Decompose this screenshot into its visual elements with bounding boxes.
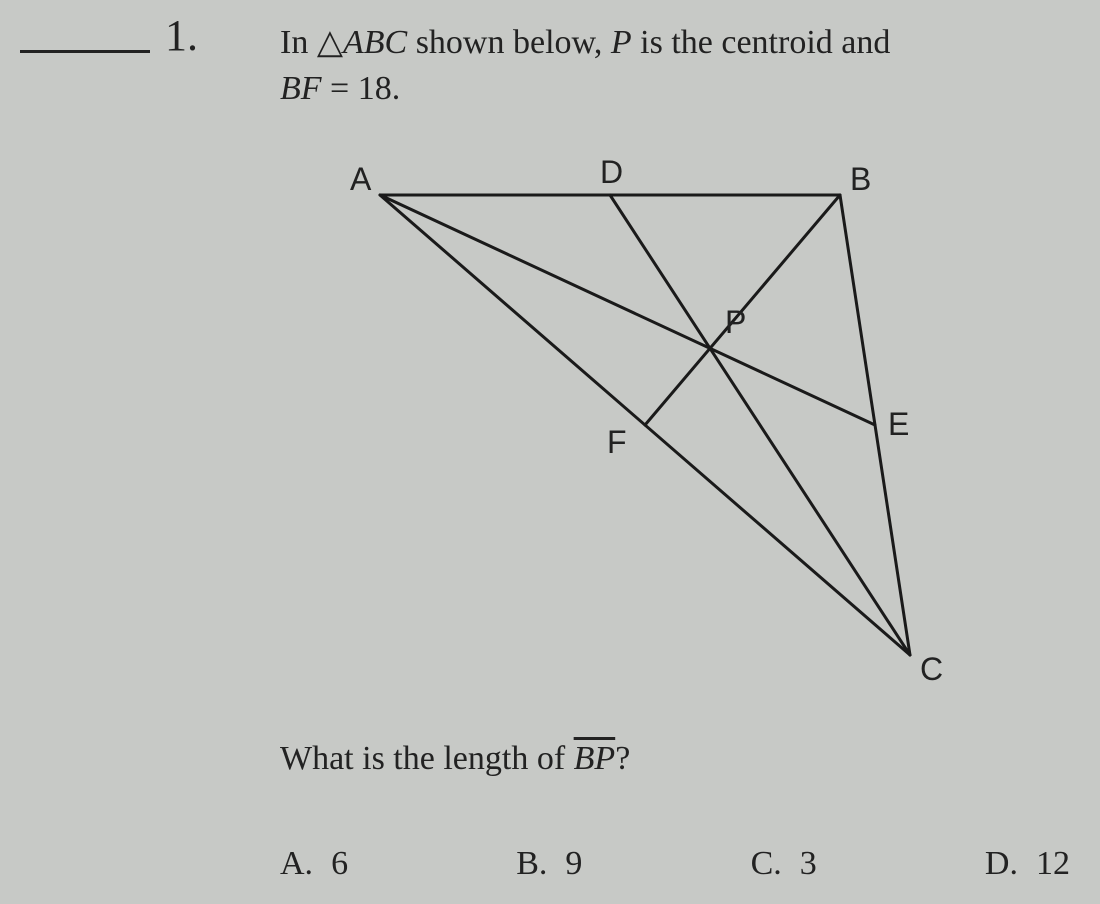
choice-b: B. 9 (516, 845, 582, 883)
svg-text:C: C (920, 651, 943, 687)
question-text: What is the length of (280, 740, 574, 777)
answer-choices: A. 6 B. 9 C. 3 D. 12 (280, 845, 1070, 883)
svg-text:B: B (850, 161, 871, 197)
point-p: P (611, 24, 632, 61)
sub-question: What is the length of BP? (280, 740, 630, 778)
choice-value: 3 (800, 845, 817, 883)
choice-letter: B. (516, 845, 547, 883)
segment-bf: BF (280, 70, 322, 107)
choice-a: A. 6 (280, 845, 348, 883)
answer-blank-line (20, 50, 150, 53)
choice-letter: C. (751, 845, 782, 883)
svg-text:A: A (350, 161, 372, 197)
choice-value: 9 (565, 845, 582, 883)
question-text: ? (615, 740, 630, 777)
choice-d: D. 12 (985, 845, 1070, 883)
svg-text:F: F (607, 424, 627, 460)
triangle-name: ABC (343, 24, 407, 61)
question-number: 1. (165, 10, 198, 61)
svg-text:E: E (888, 406, 909, 442)
prompt-text: shown below, (407, 24, 611, 61)
choice-c: C. 3 (751, 845, 817, 883)
segment-bp: BP (574, 740, 616, 777)
choice-value: 6 (331, 845, 348, 883)
svg-text:D: D (600, 154, 623, 190)
triangle-diagram: A B C D E F P (280, 135, 1040, 705)
prompt-text: In △ (280, 24, 343, 61)
svg-text:P: P (725, 304, 746, 340)
choice-letter: D. (985, 845, 1018, 883)
question-prompt: In △ABC shown below, P is the centroid a… (280, 20, 1040, 112)
prompt-text: is the centroid and (632, 24, 891, 61)
choice-value: 12 (1036, 845, 1070, 883)
choice-letter: A. (280, 845, 313, 883)
prompt-text: = (322, 70, 358, 107)
bf-value: 18. (358, 70, 401, 107)
